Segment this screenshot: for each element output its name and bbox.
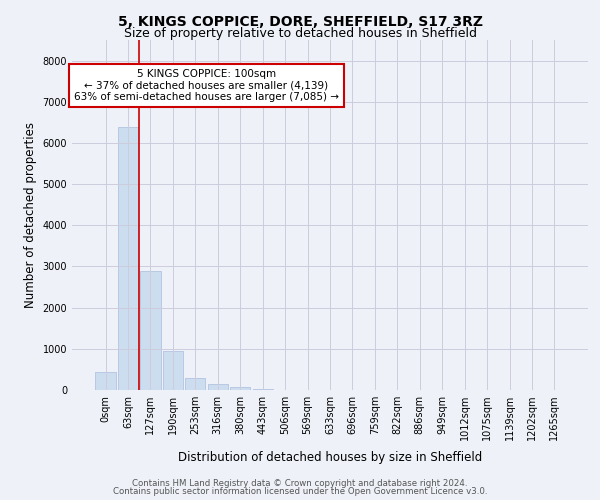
- Text: Contains public sector information licensed under the Open Government Licence v3: Contains public sector information licen…: [113, 487, 487, 496]
- Bar: [253, 389, 273, 390]
- Bar: [208, 384, 228, 390]
- Bar: [118, 128, 138, 390]
- Bar: [185, 378, 205, 390]
- Text: Contains HM Land Registry data © Crown copyright and database right 2024.: Contains HM Land Registry data © Crown c…: [132, 478, 468, 488]
- Bar: [230, 386, 250, 390]
- X-axis label: Distribution of detached houses by size in Sheffield: Distribution of detached houses by size …: [178, 452, 482, 464]
- Bar: [163, 351, 183, 390]
- Bar: [95, 372, 116, 390]
- Text: Size of property relative to detached houses in Sheffield: Size of property relative to detached ho…: [124, 28, 476, 40]
- Text: 5, KINGS COPPICE, DORE, SHEFFIELD, S17 3RZ: 5, KINGS COPPICE, DORE, SHEFFIELD, S17 3…: [118, 15, 482, 29]
- Bar: [140, 270, 161, 390]
- Y-axis label: Number of detached properties: Number of detached properties: [24, 122, 37, 308]
- Text: 5 KINGS COPPICE: 100sqm
← 37% of detached houses are smaller (4,139)
63% of semi: 5 KINGS COPPICE: 100sqm ← 37% of detache…: [74, 69, 339, 102]
